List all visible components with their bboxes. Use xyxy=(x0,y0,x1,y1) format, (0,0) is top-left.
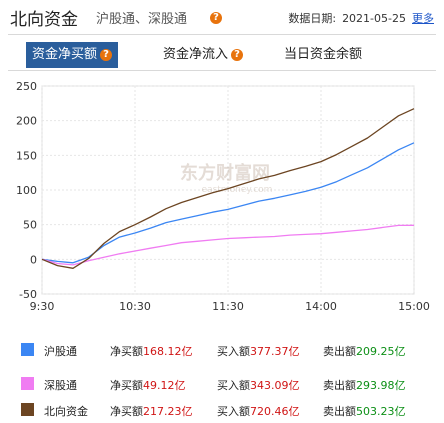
net-label: 净买额 xyxy=(110,405,143,418)
unit: 亿 xyxy=(394,379,406,392)
series-line-sgt xyxy=(41,224,415,266)
tab-net-buy-label: 资金净买额 xyxy=(32,47,98,62)
page-title: 北向资金 xyxy=(10,10,78,30)
tab-net-buy[interactable]: 资金净买额? xyxy=(26,42,119,68)
x-axis: 9:30 10:30 11:30 14:00 15:00 xyxy=(30,300,430,313)
legend-net: 净买额49.12亿 xyxy=(110,377,186,393)
sell-label: 卖出额 xyxy=(323,379,356,392)
header: 北向资金 沪股通、深股通 ? 数据日期: 2021-05-25 更多 xyxy=(0,0,444,34)
legend-sell: 卖出额503.23亿 xyxy=(323,403,406,419)
tab-daily-balance-label: 当日资金余额 xyxy=(284,47,363,62)
legend-row-hgt: 沪股通 净买额168.12亿 买入额377.37亿 卖出额209.25亿 xyxy=(0,340,444,360)
sell-label: 卖出额 xyxy=(323,405,356,418)
tab-net-inflow-label: 资金净流入 xyxy=(163,47,229,62)
tab-daily-balance[interactable]: 当日资金余额 xyxy=(284,42,362,68)
legend-row-sgt: 深股通 净买额49.12亿 买入额343.09亿 卖出额293.98亿 xyxy=(0,374,444,394)
header-divider xyxy=(8,34,436,35)
legend-swatch-sgt xyxy=(21,377,34,390)
sell-value: 503.23 xyxy=(356,405,395,418)
y-tick-label: 150 xyxy=(16,149,37,162)
legend-sell: 卖出额209.25亿 xyxy=(323,343,406,359)
unit: 亿 xyxy=(394,345,406,358)
series-line-north xyxy=(41,108,415,269)
line-chart: 东方财富网 eastmoney.com 250 200 150 100 50 0 -50 9… xyxy=(16,80,430,313)
sell-label: 卖出额 xyxy=(323,345,356,358)
unit: 亿 xyxy=(288,405,300,418)
buy-value: 377.37 xyxy=(250,345,289,358)
buy-value: 720.46 xyxy=(250,405,289,418)
legend-swatch-hgt xyxy=(21,343,34,356)
x-tick-label: 10:30 xyxy=(119,300,151,313)
x-tick-label: 11:30 xyxy=(212,300,244,313)
watermark-subtext: eastmoney.com xyxy=(202,185,273,195)
legend-buy: 买入额720.46亿 xyxy=(217,403,300,419)
legend-row-north: 北向资金 净买额217.23亿 买入额720.46亿 卖出额503.23亿 xyxy=(0,400,444,420)
unit: 亿 xyxy=(174,379,186,392)
y-tick-label: 50 xyxy=(23,219,37,232)
legend-sell: 卖出额293.98亿 xyxy=(323,377,406,393)
chart-series xyxy=(41,108,415,269)
watermark: 东方财富网 eastmoney.com xyxy=(180,162,272,195)
more-link[interactable]: 更多 xyxy=(412,12,434,25)
watermark-text: 东方财富网 xyxy=(180,162,270,184)
unit: 亿 xyxy=(288,345,300,358)
legend-name: 深股通 xyxy=(44,379,77,392)
buy-label: 买入额 xyxy=(217,405,250,418)
x-tick-label: 9:30 xyxy=(30,300,55,313)
tab-net-buy-help-icon[interactable]: ? xyxy=(100,49,113,61)
net-label: 净买额 xyxy=(110,379,143,392)
sell-value: 293.98 xyxy=(356,379,395,392)
x-tick-label: 14:00 xyxy=(305,300,337,313)
tab-net-inflow[interactable]: 资金净流入? xyxy=(163,42,244,68)
help-icon[interactable]: ? xyxy=(210,12,222,24)
y-tick-label: 0 xyxy=(30,253,37,266)
tab-net-inflow-help-icon[interactable]: ? xyxy=(231,49,244,61)
date-value: 2021-05-25 xyxy=(342,12,406,25)
net-value: 168.12 xyxy=(143,345,182,358)
net-label: 净买额 xyxy=(110,345,143,358)
y-tick-label: -50 xyxy=(19,288,37,301)
y-tick-label: 200 xyxy=(16,115,37,128)
legend-name: 沪股通 xyxy=(44,345,77,358)
unit: 亿 xyxy=(181,405,193,418)
y-tick-label: 100 xyxy=(16,184,37,197)
data-date: 数据日期: 2021-05-25 更多 xyxy=(288,10,434,26)
legend-swatch-north xyxy=(21,403,34,416)
net-value: 217.23 xyxy=(143,405,182,418)
unit: 亿 xyxy=(288,379,300,392)
legend-net: 净买额217.23亿 xyxy=(110,403,193,419)
net-value: 49.12 xyxy=(143,379,175,392)
legend-name: 北向资金 xyxy=(44,405,88,418)
unit: 亿 xyxy=(394,405,406,418)
series-line-hgt xyxy=(41,142,415,264)
y-tick-label: 250 xyxy=(16,80,37,93)
unit: 亿 xyxy=(181,345,193,358)
chart-grid xyxy=(41,85,415,295)
buy-label: 买入额 xyxy=(217,345,250,358)
legend-net: 净买额168.12亿 xyxy=(110,343,193,359)
chart-area: 东方财富网 eastmoney.com 250 200 150 100 50 0 -50 9… xyxy=(0,78,444,318)
buy-label: 买入额 xyxy=(217,379,250,392)
tab-bar: 资金净买额? 资金净流入? 当日资金余额 xyxy=(0,42,444,68)
y-axis: 250 200 150 100 50 0 -50 xyxy=(16,80,37,301)
legend-buy: 买入额343.09亿 xyxy=(217,377,300,393)
x-tick-label: 15:00 xyxy=(398,300,430,313)
page-subtitle: 沪股通、深股通 xyxy=(96,12,188,27)
date-label: 数据日期: xyxy=(288,12,337,25)
tabs-divider xyxy=(8,70,436,71)
buy-value: 343.09 xyxy=(250,379,289,392)
legend-buy: 买入额377.37亿 xyxy=(217,343,300,359)
sell-value: 209.25 xyxy=(356,345,395,358)
